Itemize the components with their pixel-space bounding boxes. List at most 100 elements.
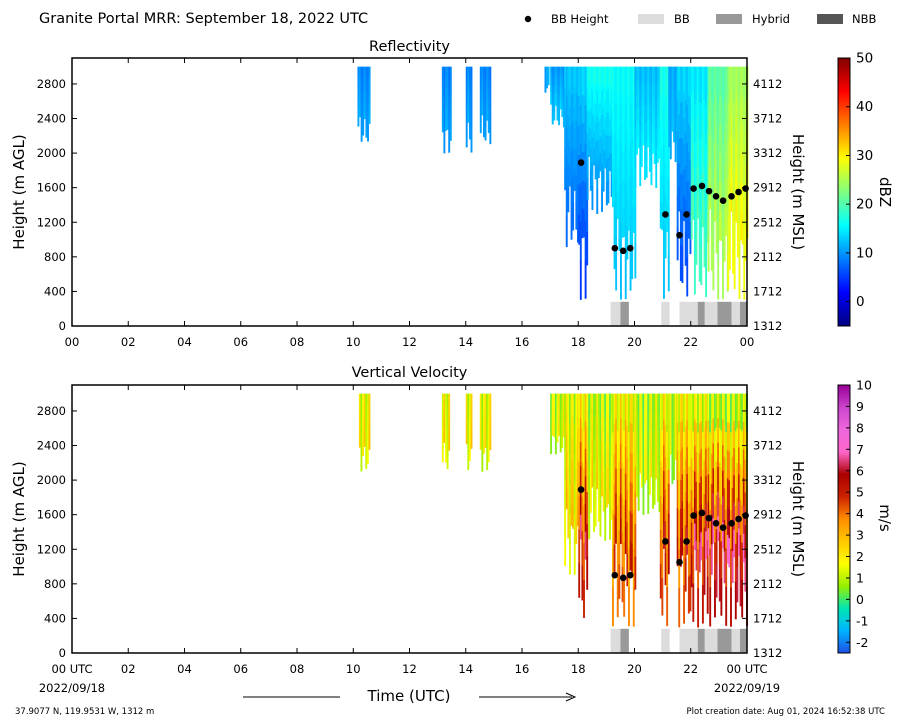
data-cell — [632, 121, 635, 151]
data-cell — [728, 201, 731, 236]
data-cell — [701, 200, 704, 228]
data-cell — [594, 85, 597, 105]
data-cell — [715, 461, 718, 496]
data-cell — [714, 393, 716, 432]
data-cell — [597, 478, 600, 501]
data-cell — [698, 245, 701, 282]
data-cell — [626, 130, 629, 164]
data-cell — [586, 88, 589, 112]
data-cell — [591, 409, 594, 426]
data-cell — [576, 393, 579, 417]
data-cell — [650, 125, 653, 146]
data-cell — [652, 451, 654, 471]
data-cell — [368, 393, 371, 404]
data-cell — [676, 451, 679, 481]
data-cell — [655, 464, 658, 479]
data-cell — [634, 167, 637, 189]
data-cell — [561, 429, 564, 440]
data-cell — [712, 443, 715, 469]
data-cell — [362, 424, 364, 436]
data-cell — [659, 461, 662, 497]
data-cell — [568, 146, 571, 167]
data-cell — [448, 421, 451, 432]
data-cell — [636, 81, 638, 97]
data-cell — [583, 393, 585, 432]
data-cell — [596, 472, 599, 490]
data-cell — [565, 470, 568, 491]
data-cell — [690, 124, 693, 154]
data-cell — [629, 103, 632, 142]
data-cell — [562, 393, 565, 402]
data-cell — [669, 434, 672, 445]
bb-class-hybrid-6 — [717, 628, 732, 653]
data-cell — [567, 66, 570, 92]
data-cell — [717, 221, 720, 261]
data-cell — [486, 66, 489, 76]
data-cell — [647, 80, 650, 94]
data-cell — [645, 140, 648, 160]
data-cell — [738, 143, 741, 184]
data-cell — [623, 123, 626, 153]
data-cell — [465, 435, 468, 445]
data-cell — [487, 110, 490, 123]
data-cell — [596, 425, 599, 442]
x-tick-label: 20 — [627, 335, 642, 349]
data-cell — [629, 141, 632, 179]
data-cell — [726, 393, 729, 423]
data-cell — [554, 73, 557, 80]
data-cell — [368, 104, 371, 115]
data-cell — [591, 90, 594, 115]
data-cell — [735, 170, 738, 197]
data-cell — [593, 115, 595, 133]
data-cell — [593, 416, 595, 440]
data-cell — [653, 82, 656, 100]
data-cell — [558, 421, 561, 429]
data-cell — [668, 406, 671, 420]
data-cell — [710, 423, 713, 455]
colorbar-tick-label: 5 — [856, 485, 864, 500]
y-tick-label-right: 1312 — [753, 646, 782, 660]
data-cell — [743, 105, 746, 145]
data-cell — [698, 138, 701, 175]
data-cell — [647, 93, 650, 108]
data-cell — [689, 128, 692, 161]
data-cell — [618, 189, 621, 221]
data-cell — [730, 138, 733, 164]
data-cell — [640, 471, 643, 488]
data-cell — [441, 405, 444, 417]
data-cell — [367, 79, 369, 92]
data-cell — [479, 121, 482, 134]
data-cell — [360, 79, 363, 92]
data-cell — [558, 95, 561, 106]
data-cell — [359, 108, 361, 118]
data-cell — [717, 467, 720, 492]
data-cell — [583, 95, 585, 124]
data-cell — [594, 122, 597, 142]
data-cell — [470, 439, 473, 449]
data-cell — [561, 411, 564, 422]
data-cell — [681, 102, 684, 140]
data-cell — [489, 105, 492, 119]
data-cell — [615, 518, 618, 544]
data-cell — [684, 232, 687, 266]
data-cell — [443, 426, 446, 435]
data-cell — [561, 91, 564, 101]
data-cell — [591, 440, 594, 457]
data-cell — [712, 468, 715, 494]
data-cell — [720, 211, 723, 241]
data-cell — [559, 80, 562, 89]
y-tick-label: 2000 — [37, 146, 66, 160]
data-cell — [717, 418, 720, 444]
data-cell — [689, 160, 692, 192]
data-cell — [588, 81, 591, 97]
data-cell — [655, 66, 658, 88]
data-cell — [486, 75, 489, 85]
data-cell — [362, 393, 364, 405]
data-cell — [620, 182, 622, 223]
data-cell — [656, 393, 659, 413]
data-cell — [594, 437, 597, 461]
data-cell — [573, 128, 576, 150]
data-cell — [736, 497, 739, 533]
data-cell — [741, 430, 744, 469]
x-tick-label: 04 — [177, 662, 192, 676]
